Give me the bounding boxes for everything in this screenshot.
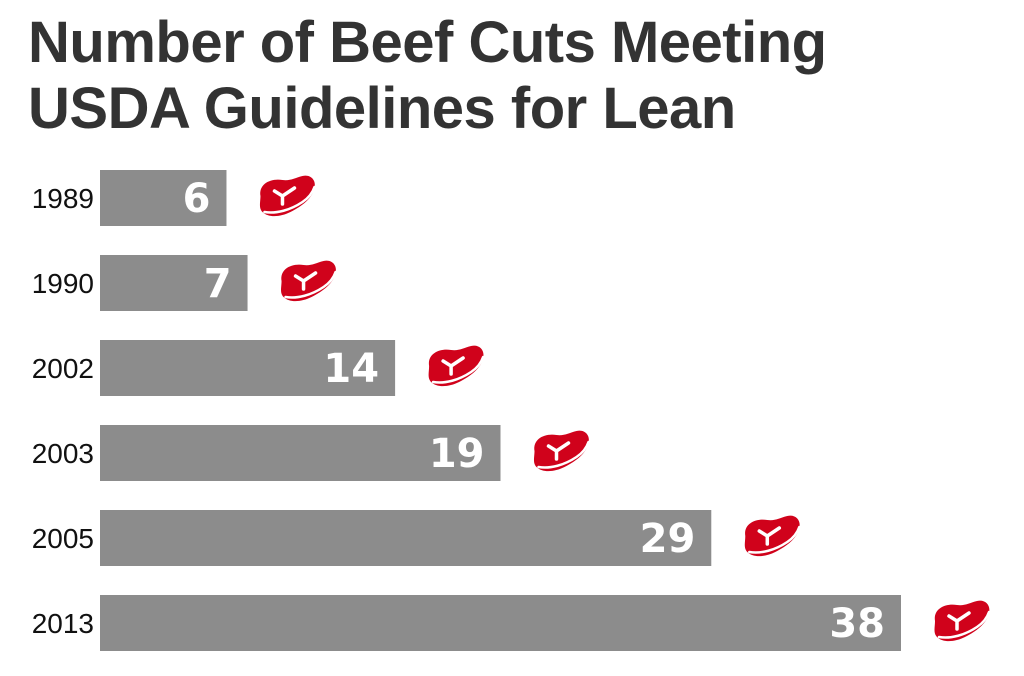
category-label: 2002	[32, 353, 94, 384]
value-label: 29	[640, 516, 696, 562]
steak-icon	[934, 600, 991, 642]
value-label: 19	[429, 431, 485, 477]
bar-group: 1989 6	[32, 170, 316, 226]
steak-icon	[744, 515, 801, 557]
bar	[100, 510, 712, 566]
steak-icon	[281, 260, 337, 302]
bar-group: 2005 29	[32, 510, 801, 566]
category-label: 1990	[32, 268, 94, 299]
bar-group: 2002 14	[32, 340, 485, 396]
value-label: 6	[183, 176, 211, 222]
steak-icon	[534, 430, 590, 472]
value-label: 38	[829, 601, 885, 647]
bar-group: 2003 19	[32, 425, 590, 481]
bar	[100, 425, 501, 481]
bar	[100, 340, 396, 396]
category-label: 2005	[32, 523, 94, 554]
chart-title: Number of Beef Cuts Meeting USDA Guideli…	[28, 10, 827, 142]
steak-icon	[428, 345, 485, 387]
category-label: 1989	[32, 183, 94, 214]
steak-icon	[259, 175, 316, 217]
bar	[100, 595, 901, 651]
chart-title-line-2: USDA Guidelines for Lean	[28, 76, 736, 141]
value-label: 7	[204, 261, 232, 307]
bar-group: 1990 7	[32, 255, 337, 311]
value-label: 14	[323, 346, 379, 392]
category-label: 2013	[32, 608, 94, 639]
bar	[100, 170, 227, 226]
bar-group: 2013 38	[32, 595, 991, 651]
bar	[100, 255, 248, 311]
chart-title-line-1: Number of Beef Cuts Meeting	[28, 10, 827, 75]
category-label: 2003	[32, 438, 94, 469]
